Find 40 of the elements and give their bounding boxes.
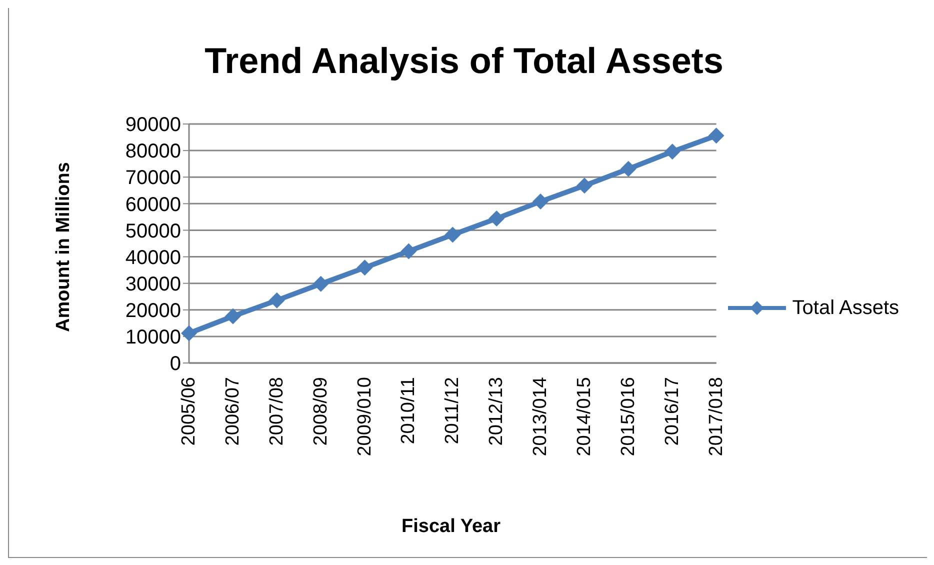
x-tick-label: 2014/015 (574, 377, 595, 456)
x-tick-label: 2005/06 (178, 377, 200, 446)
x-tick-label: 2007/08 (266, 377, 288, 446)
point (444, 226, 461, 243)
point (532, 194, 549, 210)
point (400, 243, 417, 260)
y-tick-label: 90000 (125, 114, 181, 136)
point (576, 178, 592, 194)
legend-label: Total Assets (792, 296, 899, 320)
x-tick-label: 2016/17 (662, 377, 683, 446)
point (356, 260, 373, 276)
y-tick-label: 30000 (125, 273, 181, 296)
y-tick-label: 10000 (125, 326, 181, 349)
x-tick-label: 2015/016 (618, 377, 639, 456)
y-tick-label: 40000 (125, 246, 181, 269)
x-tick-label: 2013/014 (530, 376, 552, 456)
point (664, 144, 680, 160)
point (312, 276, 329, 292)
x-tick-label: 2012/13 (486, 377, 508, 446)
point (268, 292, 285, 308)
point (488, 210, 505, 227)
x-tick-label: 2010/11 (398, 377, 420, 444)
chart-title: Trend Analysis of Total Assets (204, 40, 724, 82)
y-axis-title: Amount in Millions (53, 162, 75, 332)
y-tick-label: 50000 (125, 220, 181, 242)
point (181, 325, 197, 342)
point (224, 308, 241, 324)
x-tick-label: 2008/09 (310, 377, 332, 446)
y-tick-label: 0 (170, 353, 181, 376)
point (708, 128, 724, 144)
y-tick-label: 20000 (125, 300, 181, 322)
x-tick-label: 2011/12 (442, 377, 464, 444)
y-tick-label: 70000 (125, 167, 181, 190)
x-tick-label: 2017/018 (706, 377, 727, 456)
x-axis-title: Fiscal Year (400, 516, 502, 538)
point (620, 160, 636, 177)
y-tick-label: 80000 (125, 140, 181, 163)
y-tick-label: 60000 (125, 194, 181, 216)
x-tick-label: 2009/010 (354, 377, 376, 456)
x-tick-label: 2006/07 (222, 377, 244, 446)
